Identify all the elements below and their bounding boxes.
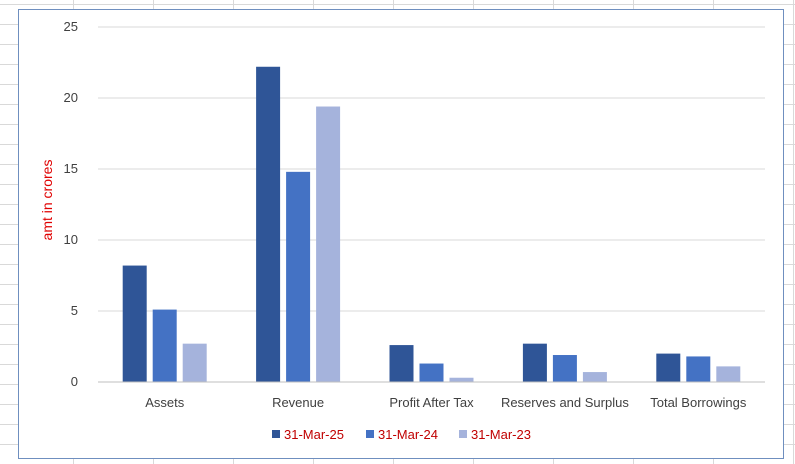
bar-profit-after-tax-1 <box>389 345 414 382</box>
legend-swatch <box>459 430 467 438</box>
bar-assets-2 <box>152 309 177 382</box>
legend-label: 31-Mar-24 <box>378 427 438 442</box>
legend-label: 31-Mar-25 <box>284 427 344 442</box>
y-tick-label: 25 <box>64 19 78 34</box>
bar-total-borrowings-1 <box>656 353 681 382</box>
chart-frame: 0 5 10 15 20 25 amt in crores Assets Revenue Pr… <box>18 9 784 459</box>
x-axis-ticks: Assets Revenue Profit After Tax Reserves an… <box>145 395 747 410</box>
bar-total-borrowings-3 <box>716 366 741 382</box>
y-tick-label: 0 <box>71 374 78 389</box>
x-tick-label: Reserves and Surplus <box>501 395 629 410</box>
y-axis-label: amt in crores <box>39 160 55 241</box>
bar-reserves-and-surplus-2 <box>552 355 577 382</box>
bar-revenue-2 <box>286 171 311 382</box>
bar-reserves-and-surplus-3 <box>582 372 607 382</box>
bar-assets-3 <box>182 343 207 382</box>
bar-assets-1 <box>122 265 147 382</box>
y-tick-label: 10 <box>64 232 78 247</box>
x-tick-label: Assets <box>145 395 185 410</box>
bar-revenue-3 <box>316 106 341 383</box>
legend-swatch <box>272 430 280 438</box>
x-tick-label: Revenue <box>272 395 324 410</box>
legend: 31-Mar-25 31-Mar-24 31-Mar-23 <box>272 427 531 442</box>
bars <box>122 66 741 383</box>
bar-total-borrowings-2 <box>686 356 711 382</box>
legend-label: 31-Mar-23 <box>471 427 531 442</box>
grid-lines <box>98 26 765 312</box>
bar-reserves-and-surplus-1 <box>522 343 547 382</box>
bar-profit-after-tax-2 <box>419 363 444 382</box>
y-tick-label: 5 <box>71 303 78 318</box>
legend-swatch <box>366 430 374 438</box>
x-tick-label: Profit After Tax <box>389 395 474 410</box>
bar-revenue-1 <box>256 66 281 382</box>
x-tick-label: Total Borrowings <box>650 395 747 410</box>
y-axis-ticks: 0 5 10 15 20 25 <box>64 19 78 389</box>
y-tick-label: 15 <box>64 161 78 176</box>
y-tick-label: 20 <box>64 90 78 105</box>
bar-chart: 0 5 10 15 20 25 amt in crores Assets Revenue Pr… <box>39 19 765 442</box>
bar-profit-after-tax-3 <box>449 377 474 382</box>
